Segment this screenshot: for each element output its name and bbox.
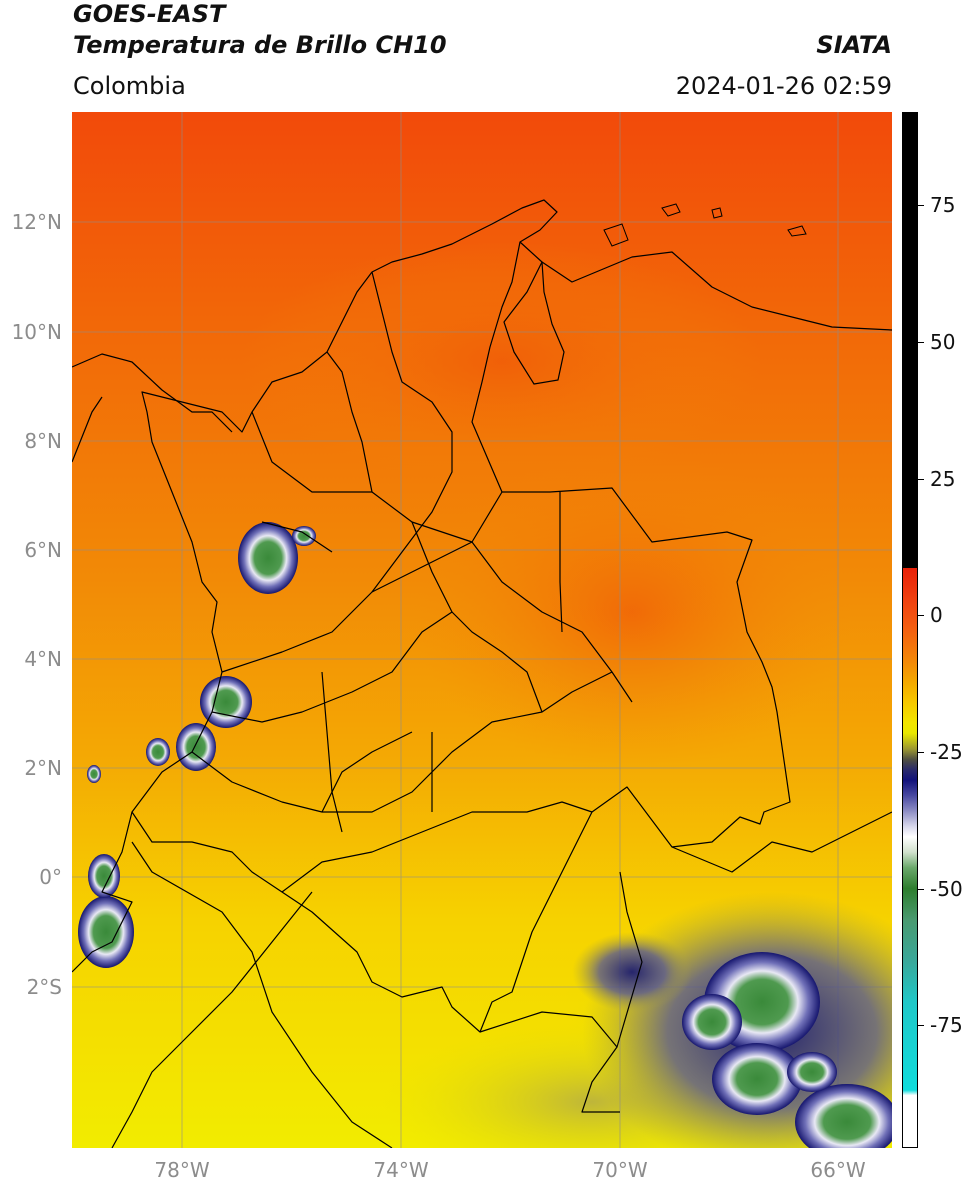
colorbar-label-25: 25 xyxy=(930,467,956,491)
colorbar-tick xyxy=(918,342,924,343)
title-satellite: GOES-EAST xyxy=(73,0,226,28)
lat-label-8n: 8°N xyxy=(24,429,62,453)
colorbar-tick xyxy=(918,752,924,753)
colorbar-tick xyxy=(918,479,924,480)
lat-label-2n: 2°N xyxy=(24,756,62,780)
lat-label-4n: 4°N xyxy=(24,647,62,671)
map-canvas xyxy=(72,112,892,1148)
colorbar-label-75: 75 xyxy=(930,193,956,217)
temperature-colorbar xyxy=(902,112,918,1148)
colorbar-label-0: 0 xyxy=(930,603,943,627)
colorbar-label-neg75: -75 xyxy=(930,1013,963,1037)
lat-label-2s: 2°S xyxy=(26,975,62,999)
warm-patch xyxy=(412,452,852,772)
lon-label-66w: 66°W xyxy=(810,1158,866,1182)
lat-label-6n: 6°N xyxy=(24,538,62,562)
colorbar-tick xyxy=(918,1025,924,1026)
islands xyxy=(603,203,807,247)
colorbar-label-neg25: -25 xyxy=(930,740,963,764)
region-label: Colombia xyxy=(73,72,186,100)
satellite-map: 12°N 10°N 8°N 6°N 4°N 2°N 0° 2°S 78°W 74… xyxy=(12,112,892,1182)
lat-label-0: 0° xyxy=(39,865,62,889)
colorbar-label-neg50: -50 xyxy=(930,877,963,901)
lon-label-78w: 78°W xyxy=(154,1158,210,1182)
lon-label-70w: 70°W xyxy=(592,1158,648,1182)
colorbar-tick xyxy=(918,615,924,616)
colorbar-label-50: 50 xyxy=(930,330,956,354)
timestamp-label: 2024-01-26 02:59 xyxy=(675,72,892,100)
warm-patch-north xyxy=(242,242,762,482)
colorbar-tick xyxy=(918,889,924,890)
lat-label-12n: 12°N xyxy=(11,210,62,234)
lon-label-74w: 74°W xyxy=(373,1158,429,1182)
cold-cloud-tops xyxy=(78,522,892,1148)
political-borders xyxy=(72,199,892,1148)
lat-label-10n: 10°N xyxy=(11,320,62,344)
source-label: SIATA xyxy=(816,31,892,59)
colorbar-tick xyxy=(918,205,924,206)
title-product: Temperatura de Brillo CH10 xyxy=(73,31,447,59)
